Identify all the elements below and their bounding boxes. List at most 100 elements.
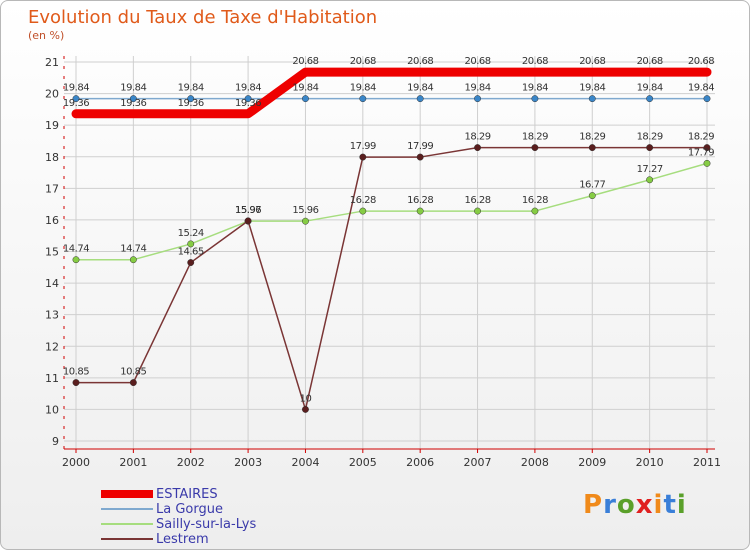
- data-label-lestrem: 10: [300, 393, 312, 404]
- chart-title: Evolution du Taux de Taxe d'Habitation: [28, 7, 378, 28]
- data-label-lestrem: 18.29: [637, 132, 663, 143]
- data-label-la-gorgue: 19.84: [350, 83, 376, 94]
- y-tick-label: 11: [45, 372, 59, 385]
- legend-swatch: [101, 490, 153, 498]
- data-label-sailly-sur-la-lys: 16.77: [579, 180, 605, 191]
- data-label-estaires: 20.68: [688, 56, 714, 67]
- data-label-la-gorgue: 19.84: [178, 83, 204, 94]
- data-label-sailly-sur-la-lys: 15.96: [292, 205, 318, 216]
- x-tick-label: 2005: [349, 456, 377, 469]
- y-tick-label: 14: [45, 277, 59, 290]
- data-point-la-gorgue: [646, 95, 654, 103]
- data-point-sailly-sur-la-lys: [72, 256, 80, 264]
- y-tick-label: 18: [45, 151, 59, 164]
- data-label-la-gorgue: 19.84: [688, 83, 714, 94]
- legend-swatch: [101, 523, 153, 525]
- data-label-sailly-sur-la-lys: 17.27: [637, 164, 663, 175]
- data-label-la-gorgue: 19.84: [292, 83, 318, 94]
- data-label-sailly-sur-la-lys: 16.28: [464, 195, 490, 206]
- logo-letter: o: [616, 490, 636, 520]
- logo-letter: i: [653, 490, 664, 520]
- x-tick-label: 2004: [291, 456, 319, 469]
- x-tick-label: 2008: [521, 456, 549, 469]
- data-point-lestrem: [703, 144, 711, 152]
- logo-letter: x: [635, 490, 654, 520]
- data-label-estaires: 20.68: [407, 56, 433, 67]
- data-label-lestrem: 10.85: [63, 367, 89, 378]
- data-label-sailly-sur-la-lys: 16.28: [350, 195, 376, 206]
- data-label-estaires: 20.68: [522, 56, 548, 67]
- x-tick-label: 2002: [177, 456, 205, 469]
- data-point-sailly-sur-la-lys: [302, 217, 309, 225]
- data-label-lestrem: 15.97: [235, 205, 261, 216]
- data-label-sailly-sur-la-lys: 15.96: [235, 205, 261, 216]
- data-label-estaires: 19.36: [235, 98, 261, 109]
- data-point-lestrem: [187, 259, 195, 267]
- y-tick-label: 12: [45, 340, 59, 353]
- data-point-sailly-sur-la-lys: [531, 207, 539, 215]
- data-label-estaires: 20.68: [637, 56, 663, 67]
- data-label-sailly-sur-la-lys: 14.74: [120, 244, 146, 255]
- y-tick-label: 13: [45, 309, 59, 322]
- data-label-lestrem: 18.29: [464, 132, 490, 143]
- data-label-estaires: 20.68: [579, 56, 605, 67]
- data-label-estaires: 19.36: [63, 98, 89, 109]
- y-tick-label: 20: [45, 88, 59, 101]
- data-point-la-gorgue: [474, 95, 481, 103]
- data-point-la-gorgue: [531, 95, 539, 103]
- data-point-sailly-sur-la-lys: [187, 240, 195, 248]
- data-label-la-gorgue: 19.84: [120, 83, 146, 94]
- data-point-la-gorgue: [72, 95, 80, 103]
- data-label-la-gorgue: 19.84: [63, 83, 89, 94]
- data-point-la-gorgue: [359, 95, 367, 103]
- data-point-sailly-sur-la-lys: [416, 207, 424, 215]
- data-point-la-gorgue: [703, 95, 711, 103]
- data-label-sailly-sur-la-lys: 14.74: [63, 244, 89, 255]
- data-point-lestrem: [72, 379, 80, 387]
- x-tick-label: 2000: [62, 456, 90, 469]
- data-label-lestrem: 18.29: [688, 132, 714, 143]
- series-line-sailly-sur-la-lys: [76, 162, 708, 261]
- legend-label: Lestrem: [156, 532, 209, 547]
- data-point-la-gorgue: [588, 95, 596, 103]
- data-label-estaires: 19.36: [178, 98, 204, 109]
- data-label-lestrem: 10.85: [120, 367, 146, 378]
- y-tick-label: 21: [45, 56, 59, 69]
- data-point-sailly-sur-la-lys: [588, 192, 596, 200]
- chart-unit-label: (en %): [28, 29, 65, 42]
- series-line-lestrem: [76, 146, 707, 411]
- x-tick-label: 2006: [406, 456, 434, 469]
- logo-letter: r: [603, 490, 617, 520]
- data-point-la-gorgue: [187, 95, 195, 103]
- data-point-sailly-sur-la-lys: [359, 207, 367, 215]
- data-point-lestrem: [531, 144, 539, 152]
- data-point-lestrem: [359, 153, 367, 161]
- series-line-estaires: [71, 67, 712, 119]
- data-label-la-gorgue: 19.84: [579, 83, 605, 94]
- data-point-lestrem: [588, 144, 596, 152]
- data-point-lestrem: [244, 217, 252, 225]
- legend-swatch: [101, 538, 153, 540]
- data-label-la-gorgue: 19.84: [464, 83, 490, 94]
- data-label-la-gorgue: 19.84: [235, 83, 261, 94]
- data-label-lestrem: 18.29: [579, 132, 605, 143]
- legend-label: Sailly-sur-la-Lys: [156, 517, 257, 532]
- data-label-la-gorgue: 19.84: [637, 83, 663, 94]
- data-label-estaires: 19.36: [120, 98, 146, 109]
- legend-swatch: [101, 508, 153, 510]
- y-tick-label: 19: [45, 119, 59, 132]
- data-label-lestrem: 14.65: [178, 247, 204, 258]
- data-point-sailly-sur-la-lys: [474, 207, 481, 215]
- data-point-sailly-sur-la-lys: [129, 256, 137, 264]
- data-point-la-gorgue: [129, 95, 137, 103]
- data-point-lestrem: [646, 144, 654, 152]
- data-label-la-gorgue: 19.84: [407, 83, 433, 94]
- data-label-sailly-sur-la-lys: 16.28: [522, 195, 548, 206]
- data-point-lestrem: [302, 405, 309, 413]
- y-tick-label: 10: [45, 403, 59, 416]
- data-label-sailly-sur-la-lys: 15.24: [178, 228, 204, 239]
- x-tick-label: 2010: [636, 456, 664, 469]
- data-label-la-gorgue: 19.84: [522, 83, 548, 94]
- proxiti-logo: Proxiti: [583, 490, 687, 520]
